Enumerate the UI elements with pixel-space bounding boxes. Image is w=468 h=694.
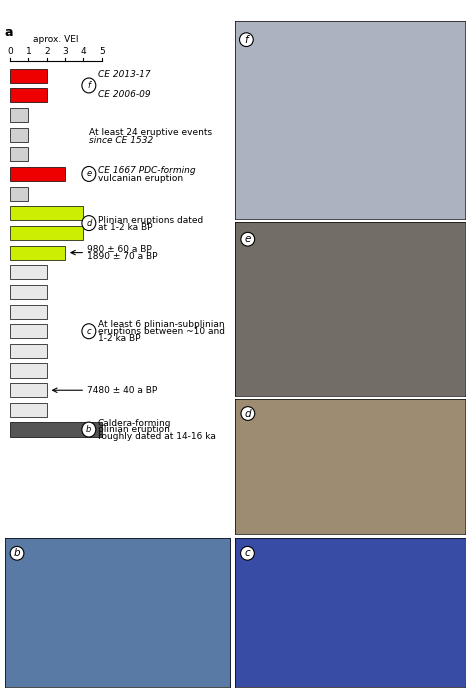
Text: 1-2 ka BP: 1-2 ka BP — [98, 334, 140, 343]
Bar — [10, 344, 47, 358]
Text: at 1-2 ka BP: at 1-2 ka BP — [98, 223, 153, 232]
Bar — [10, 265, 47, 279]
Text: since CE 1532: since CE 1532 — [89, 135, 153, 144]
Text: 2: 2 — [44, 47, 50, 56]
Bar — [10, 88, 47, 103]
Bar — [10, 206, 83, 221]
Text: f: f — [88, 81, 90, 90]
Text: plinian eruption: plinian eruption — [98, 425, 170, 434]
Bar — [10, 226, 83, 240]
Text: 4: 4 — [80, 47, 86, 56]
Circle shape — [82, 78, 96, 93]
Text: 0: 0 — [7, 47, 13, 56]
Bar — [10, 383, 47, 397]
Text: eruptions between ~10 and: eruptions between ~10 and — [98, 327, 225, 336]
Text: 1890 ± 70 a BP: 1890 ± 70 a BP — [87, 252, 158, 261]
Bar — [10, 324, 47, 339]
Text: e: e — [86, 169, 91, 178]
Text: CE 2006-09: CE 2006-09 — [98, 90, 151, 99]
Text: At least 6 plinian-subplinian: At least 6 plinian-subplinian — [98, 321, 225, 330]
Text: c: c — [87, 327, 91, 336]
Circle shape — [82, 422, 96, 437]
Text: d: d — [86, 219, 92, 228]
Text: b: b — [86, 425, 92, 434]
Bar — [10, 108, 29, 122]
Text: At least 24 eruptive events: At least 24 eruptive events — [89, 128, 212, 137]
Text: e: e — [245, 235, 251, 244]
Text: 5: 5 — [99, 47, 104, 56]
Bar — [10, 285, 47, 299]
Text: CE 2013-17: CE 2013-17 — [98, 70, 151, 79]
Text: 7480 ± 40 a BP: 7480 ± 40 a BP — [87, 386, 157, 395]
Text: 980 ± 60 a BP: 980 ± 60 a BP — [87, 245, 152, 254]
Bar — [10, 305, 47, 319]
Text: CE 1667 PDC-forming: CE 1667 PDC-forming — [98, 167, 196, 176]
Bar — [10, 246, 65, 260]
Text: b: b — [14, 548, 20, 558]
Bar — [10, 364, 47, 378]
Text: roughly dated at 14-16 ka: roughly dated at 14-16 ka — [98, 432, 216, 441]
Bar — [10, 403, 47, 417]
Text: vulcanian eruption: vulcanian eruption — [98, 174, 183, 183]
Text: c: c — [245, 548, 250, 558]
Text: Plinian eruptions dated: Plinian eruptions dated — [98, 216, 203, 225]
Circle shape — [82, 216, 96, 230]
Text: Caldera-forming: Caldera-forming — [98, 418, 171, 428]
Text: f: f — [245, 35, 248, 44]
Text: a: a — [5, 26, 13, 40]
Circle shape — [82, 324, 96, 339]
Bar — [10, 128, 29, 142]
Text: 3: 3 — [62, 47, 68, 56]
Circle shape — [82, 167, 96, 181]
Bar — [10, 69, 47, 83]
Bar — [10, 167, 65, 181]
Bar — [10, 423, 102, 437]
Bar — [10, 187, 29, 201]
Text: d: d — [245, 409, 251, 418]
Text: aprox. VEI: aprox. VEI — [33, 35, 79, 44]
Bar — [10, 147, 29, 162]
Text: 1: 1 — [26, 47, 31, 56]
